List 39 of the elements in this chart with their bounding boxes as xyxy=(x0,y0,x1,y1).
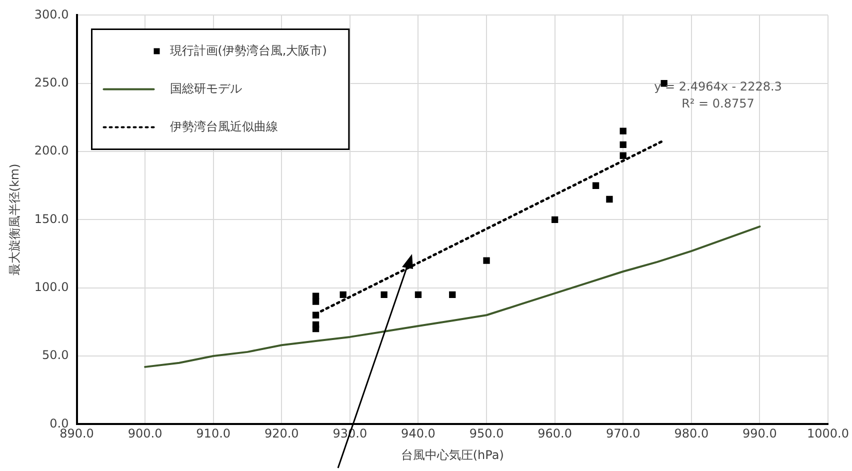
legend-label: 伊勢湾台風近似曲線 xyxy=(170,119,278,134)
point xyxy=(312,298,320,305)
point xyxy=(620,152,626,159)
x-axis-title: 台風中心気圧(hPa) xyxy=(400,448,504,462)
point xyxy=(620,128,626,134)
x-tick-label: 950.0 xyxy=(469,426,504,441)
point xyxy=(414,291,422,298)
point xyxy=(551,216,558,224)
x-tick-label: 940.0 xyxy=(401,426,436,441)
x-tick-label: 990.0 xyxy=(742,426,777,441)
y-tick-label: 100.0 xyxy=(34,280,69,294)
y-tick-label: 250.0 xyxy=(34,75,69,90)
x-tick-label: 980.0 xyxy=(674,426,709,441)
point xyxy=(620,141,626,148)
x-tick-label: 970.0 xyxy=(606,426,640,441)
y-axis-title: 最大旋衡風半径(km) xyxy=(7,164,22,276)
legend-label: 国総研モデル xyxy=(170,81,242,96)
y-tick-label: 200.0 xyxy=(34,144,69,158)
y-tick-label: 300.0 xyxy=(34,7,69,22)
point xyxy=(660,80,668,87)
legend-label: 現行計画(伊勢湾台風,大阪市) xyxy=(170,43,327,58)
annotation: R² = 0.8757 xyxy=(682,96,754,110)
point xyxy=(449,291,456,298)
point xyxy=(380,291,388,298)
x-tick-label: 910.0 xyxy=(196,426,231,441)
x-tick-label: 920.0 xyxy=(264,426,299,441)
annotation: y = 2.4964x - 2228.3 xyxy=(654,79,782,94)
point xyxy=(483,257,490,264)
point xyxy=(312,312,320,318)
point xyxy=(312,325,320,332)
x-tick-label: 890.0 xyxy=(60,426,94,441)
y-tick-label: 50.0 xyxy=(42,348,69,362)
x-tick-label: 960.0 xyxy=(538,426,572,441)
x-tick-label: 900.0 xyxy=(128,426,162,441)
x-tick-label: 1000.0 xyxy=(807,426,849,441)
point xyxy=(592,182,600,189)
y-tick-label: 150.0 xyxy=(34,212,69,226)
point xyxy=(606,196,613,203)
point xyxy=(340,291,346,298)
